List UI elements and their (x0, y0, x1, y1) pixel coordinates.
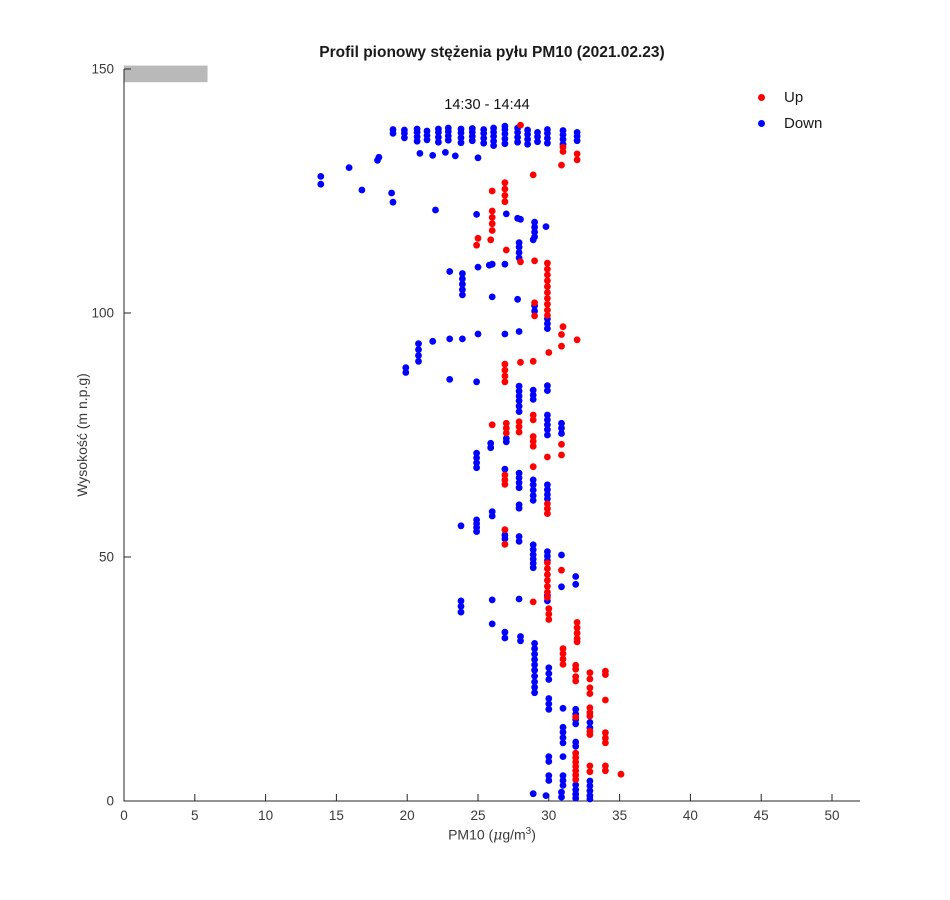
mu-symbol: μ (493, 827, 503, 844)
axes-lines (123, 69, 860, 802)
legend-label-up: Up (784, 88, 804, 106)
y-tick-label: 100 (91, 306, 114, 321)
x-tick-label: 25 (470, 808, 485, 823)
y-ticks: 0 50 100 150 (91, 62, 131, 809)
y-tick-label: 150 (91, 62, 114, 77)
x-ticks: 0 5 10 15 20 25 30 35 40 45 50 (120, 794, 840, 823)
legend: Up Down (758, 84, 822, 136)
down-series-marker-icon (758, 119, 765, 127)
legend-item-down: Down (758, 110, 822, 136)
x-tick-label: 40 (683, 808, 698, 823)
x-tick-label: 30 (541, 808, 556, 823)
x-tick-label: 45 (754, 808, 769, 823)
x-axis-label: PM10 (μg/m3) (448, 826, 536, 844)
y-axis-label: Wysokość (m n.p.g) (74, 373, 90, 497)
time-range-annotation: 14:30 - 14:44 (444, 97, 530, 113)
legend-item-up: Up (758, 84, 822, 110)
series-down (317, 122, 594, 803)
y-tick-label: 0 (106, 794, 114, 809)
x-tick-label: 50 (824, 808, 839, 823)
x-tick-label: 15 (329, 808, 344, 823)
x-tick-label: 10 (258, 808, 273, 823)
up-series-marker-icon (758, 93, 765, 101)
chart-title: Profil pionowy stężenia pyłu PM10 (2021.… (319, 44, 665, 61)
legend-label-down: Down (784, 114, 823, 132)
x-tick-label: 35 (612, 808, 627, 823)
x-tick-label: 0 (120, 808, 128, 823)
x-tick-label: 5 (191, 808, 199, 823)
x-tick-label: 20 (400, 808, 415, 823)
series-up (473, 121, 625, 783)
y-tick-label: 50 (99, 550, 114, 565)
top-gray-bar (124, 65, 208, 83)
